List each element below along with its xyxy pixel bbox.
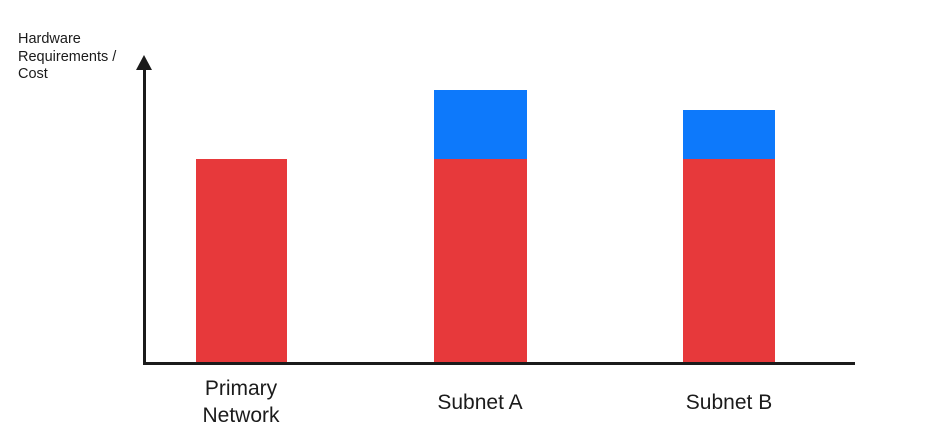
bar-primary-network [196,159,287,362]
bar-subnet-a [434,90,527,362]
x-label-subnet-b: Subnet B [685,390,773,414]
x-label-primary-network: Primary Network [202,377,280,427]
bar-segment-red-segment [683,159,775,362]
y-axis-arrow-icon [136,55,152,70]
bar-subnet-b [683,110,775,362]
bar-segment-blue-segment [434,90,527,159]
bar-segment-red-segment [196,159,287,362]
y-axis-line [143,66,146,362]
bar-segment-red-segment [434,159,527,362]
bar-segment-blue-segment [683,110,775,159]
x-label-subnet-a: Subnet A [437,390,523,414]
y-axis-label: Hardware Requirements / Cost [18,31,117,82]
x-axis-line [143,362,855,365]
